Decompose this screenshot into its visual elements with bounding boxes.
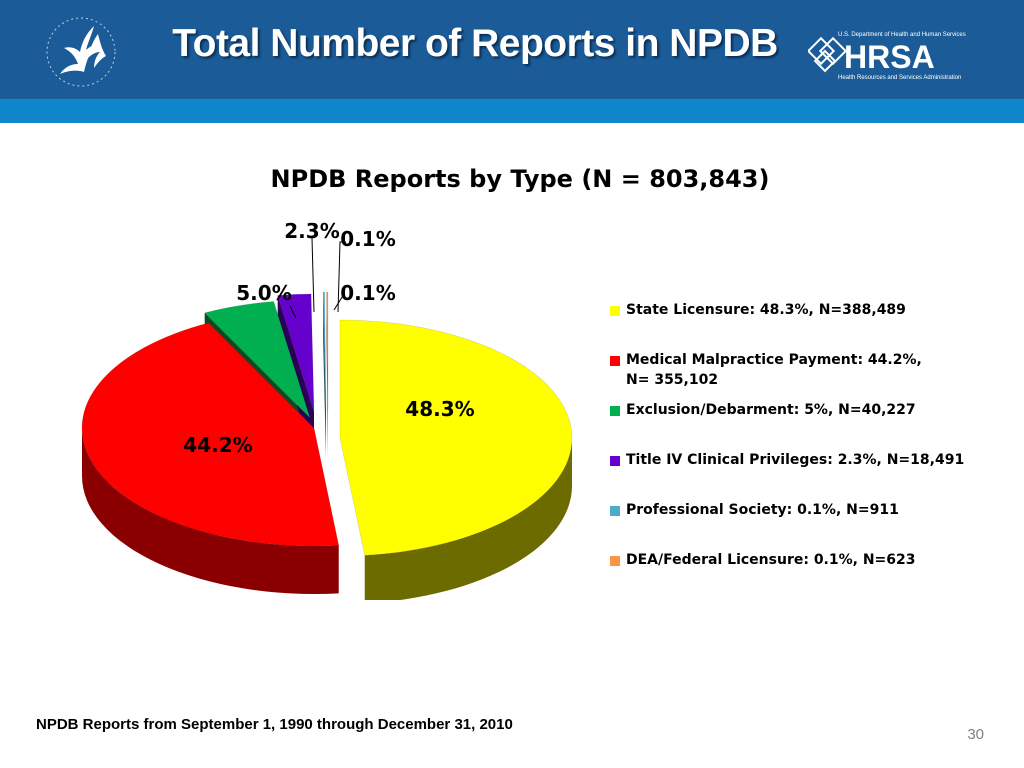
pie-slice	[277, 293, 315, 413]
chart-title: NPDB Reports by Type (N = 803,843)	[270, 165, 770, 193]
pie-leader-line	[311, 237, 315, 313]
header-bar	[0, 0, 1024, 99]
legend-swatch	[610, 306, 620, 316]
legend-label: Medical Malpractice Payment: 44.2%, N= 35…	[626, 352, 922, 388]
legend-label: DEA/Federal Licensure: 0.1%, N=623	[626, 552, 916, 568]
legend-label: Exclusion/Debarment: 5%, N=40,227	[626, 402, 916, 418]
pie-leader-line	[289, 305, 297, 319]
pie-slice-side	[364, 438, 572, 600]
pie-leader-line	[337, 241, 346, 313]
pie-slice-side	[82, 428, 339, 594]
hhs-eagle-logo	[46, 17, 116, 87]
hrsa-dept-text: U.S. Department of Health and Human Serv…	[838, 32, 966, 38]
pie-slice	[81, 322, 340, 547]
pie-data-label: 0.1%	[340, 227, 395, 251]
hrsa-emblem-icon	[808, 36, 848, 73]
pie-data-label: 0.1%	[340, 281, 395, 305]
pie-slice-wall	[323, 292, 326, 458]
hrsa-subtitle-text: Health Resources and Services Administra…	[838, 75, 961, 81]
pie-chart: 48.3%44.2%5.0%2.3% 0.1%0.1%	[81, 219, 573, 600]
page-number: 30	[967, 726, 984, 743]
pie-slice-wall	[326, 292, 328, 458]
pie-slice	[322, 291, 327, 411]
pie-data-label: 44.2%	[183, 433, 252, 457]
legend-swatch	[610, 506, 620, 516]
legend-swatch	[610, 556, 620, 566]
legend-label: Title IV Clinical Privileges: 2.3%, N=18…	[626, 452, 965, 468]
footnote: NPDB Reports from September 1, 1990 thro…	[36, 716, 513, 733]
pie-data-label: 5.0%	[236, 281, 291, 305]
pie-slice	[326, 291, 329, 411]
legend-swatch	[610, 356, 620, 366]
legend-swatch	[610, 456, 620, 466]
legend-label: Professional Society: 0.1%, N=911	[626, 502, 899, 518]
pie-data-label: 48.3%	[405, 397, 474, 421]
pie-slice	[204, 301, 311, 419]
pie-slice	[339, 319, 573, 556]
slide-title: Total Number of Reports in NPDB	[172, 22, 778, 65]
hrsa-name-text: HRSA	[844, 39, 935, 75]
pie-leader-line	[333, 293, 345, 311]
hrsa-logo: U.S. Department of Health and Human Serv…	[808, 32, 966, 81]
header-stripe	[0, 99, 1024, 123]
legend-label: State Licensure: 48.3%, N=388,489	[626, 302, 906, 318]
legend-swatch	[610, 406, 620, 416]
pie-data-label: 2.3%	[284, 219, 339, 243]
